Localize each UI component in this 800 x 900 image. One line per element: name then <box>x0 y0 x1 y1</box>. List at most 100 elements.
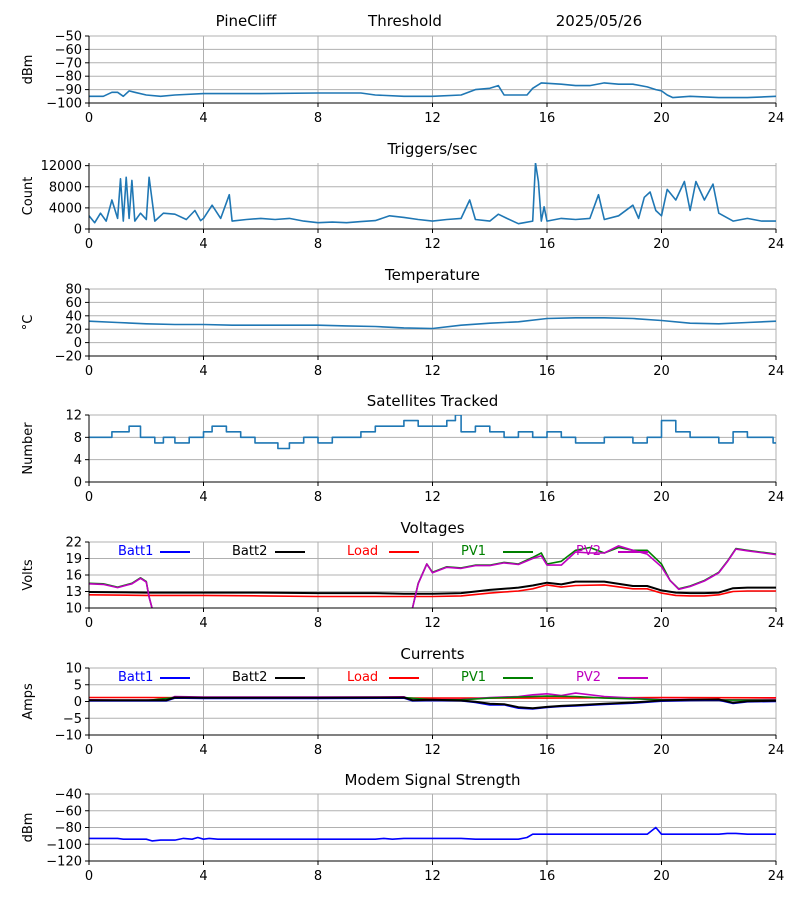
triggers-xtick-label: 8 <box>314 237 322 252</box>
satellites-xtick-label: 20 <box>653 490 670 505</box>
triggers-xtick-label: 0 <box>85 237 93 252</box>
satellites-panel: 0 4 8 12 16 20 24 0 4 8 12 Satellites Tracked Number <box>21 392 784 505</box>
voltages-xtick-label: 4 <box>199 616 207 631</box>
temperature-ytick-label: 0 <box>74 336 82 351</box>
currents-ytick-label: 0 <box>74 695 82 710</box>
signal-series-line-0 <box>89 82 776 99</box>
temperature-series-group <box>89 317 776 330</box>
voltages-series-line-pv2b <box>411 545 776 608</box>
triggers-series-group <box>89 163 776 225</box>
satellites-xtick-label: 24 <box>768 490 785 505</box>
currents-legend-label: Batt2 <box>232 670 267 685</box>
satellites-title: Satellites Tracked <box>367 392 498 410</box>
signal-ytick-label: −100 <box>46 97 82 112</box>
voltages-series-line-load <box>89 584 776 598</box>
triggers-xtick-label: 12 <box>424 237 441 252</box>
triggers-xtick-label: 24 <box>768 237 785 252</box>
signal-ytick-label: −90 <box>55 83 82 98</box>
modem-xtick-label: 20 <box>653 869 670 884</box>
modem-xtick-label: 24 <box>768 869 785 884</box>
modem-series-line-0 <box>89 826 776 842</box>
currents-title: Currents <box>400 645 464 663</box>
satellites-xtick-label: 12 <box>424 490 441 505</box>
voltages-series-line-batt2 <box>89 580 776 595</box>
modem-ylabel: dBm <box>21 813 36 843</box>
signal-xtick-label: 8 <box>314 111 322 126</box>
signal-xtick-label: 12 <box>424 111 441 126</box>
signal-xtick-label: 24 <box>768 111 785 126</box>
triggers-ytick-label: 4000 <box>49 201 82 216</box>
satellites-ytick-label: 12 <box>65 409 82 424</box>
satellites-series-line-0 <box>89 415 776 450</box>
modem-xtick-label: 12 <box>424 869 441 884</box>
voltages-xtick-label: 20 <box>653 616 670 631</box>
currents-ytick-label: −5 <box>63 712 82 727</box>
modem-xtick-label: 16 <box>539 869 556 884</box>
signal-ytick-label: −60 <box>55 43 82 58</box>
modem-series-group <box>89 826 776 842</box>
currents-ytick-label: −10 <box>55 729 82 744</box>
currents-series-line-batt2 <box>89 696 776 710</box>
signal-xtick-label: 0 <box>85 111 93 126</box>
currents-legend-label: Batt1 <box>118 670 153 685</box>
header-station: PineCliff <box>216 12 277 30</box>
currents-xtick-label: 0 <box>85 743 93 758</box>
satellites-ytick-label: 4 <box>74 453 82 468</box>
currents-ytick-label: 5 <box>74 678 82 693</box>
signal-ylabel: dBm <box>21 55 36 85</box>
satellites-xtick-label: 16 <box>539 490 556 505</box>
signal-ytick-label: −50 <box>55 30 82 45</box>
voltages-ytick-label: 13 <box>65 585 82 600</box>
temperature-ytick-label: −20 <box>55 350 82 365</box>
satellites-ytick-label: 8 <box>74 431 82 446</box>
temperature-xtick-label: 24 <box>768 364 785 379</box>
temperature-xtick-label: 20 <box>653 364 670 379</box>
triggers-series-line-0 <box>89 163 776 225</box>
voltages-legend-label: Batt1 <box>118 544 153 559</box>
signal-xtick-label: 4 <box>199 111 207 126</box>
voltages-xtick-label: 0 <box>85 616 93 631</box>
triggers-xtick-label: 20 <box>653 237 670 252</box>
modem-title: Modem Signal Strength <box>345 771 521 789</box>
header-mode: Threshold <box>367 12 442 30</box>
currents-xtick-label: 12 <box>424 743 441 758</box>
triggers-ylabel: Count <box>21 177 36 216</box>
modem-ytick-label: −100 <box>46 838 82 853</box>
currents-xtick-label: 20 <box>653 743 670 758</box>
currents-xtick-label: 8 <box>314 743 322 758</box>
satellites-xtick-label: 8 <box>314 490 322 505</box>
voltages-xtick-label: 16 <box>539 616 556 631</box>
voltages-legend-label: Load <box>347 544 378 559</box>
temperature-xtick-label: 8 <box>314 364 322 379</box>
currents-xtick-label: 16 <box>539 743 556 758</box>
temperature-title: Temperature <box>384 266 480 284</box>
currents-xtick-label: 4 <box>199 743 207 758</box>
temperature-xtick-label: 16 <box>539 364 556 379</box>
temperature-xtick-label: 0 <box>85 364 93 379</box>
currents-series-group <box>89 692 776 710</box>
satellites-series-group <box>89 415 776 450</box>
triggers-title: Triggers/sec <box>387 140 478 158</box>
currents-ylabel: Amps <box>21 683 36 720</box>
signal-panel: 0 4 8 12 16 20 24 −100−90−80−70−60−50 dBm <box>21 30 784 127</box>
satellites-ylabel: Number <box>21 422 36 475</box>
triggers-ytick-label: 12000 <box>41 159 82 174</box>
voltages-title: Voltages <box>400 519 464 537</box>
voltages-ylabel: Volts <box>21 559 36 591</box>
temperature-ytick-label: 60 <box>65 296 82 311</box>
triggers-ytick-label: 0 <box>74 223 82 238</box>
signal-xtick-label: 16 <box>539 111 556 126</box>
currents-legend-label: Load <box>347 670 378 685</box>
triggers-panel: 0 4 8 12 16 20 24 0 4000 8000 12000 Triggers/sec Cou… <box>21 140 784 252</box>
triggers-xtick-label: 16 <box>539 237 556 252</box>
modem-ytick-label: −80 <box>55 821 82 836</box>
signal-xtick-label: 20 <box>653 111 670 126</box>
voltages-series-group <box>89 545 776 608</box>
header-date: 2025/05/26 <box>556 12 642 30</box>
satellites-xtick-label: 4 <box>199 490 207 505</box>
